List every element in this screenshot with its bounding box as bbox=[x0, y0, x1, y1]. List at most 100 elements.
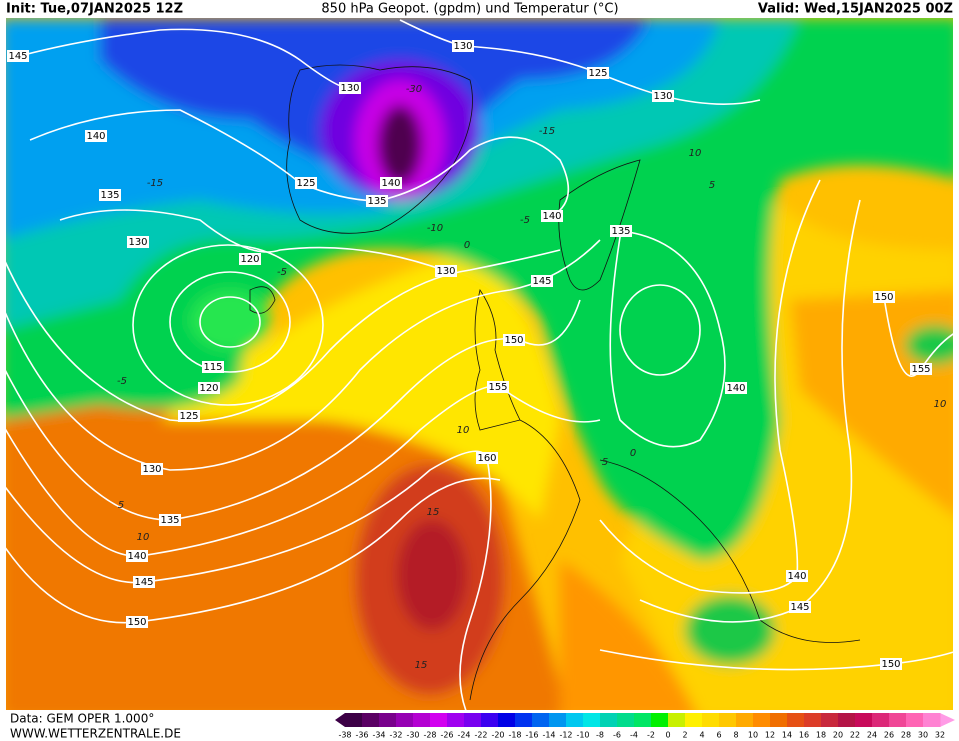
colorbar-bin bbox=[668, 713, 686, 727]
temperature-label: -5 bbox=[117, 376, 127, 387]
geopotential-label: 120 bbox=[240, 254, 259, 265]
geopotential-label: 130 bbox=[653, 91, 672, 102]
label-box bbox=[652, 90, 674, 102]
geopotential-label: 125 bbox=[588, 68, 607, 79]
geopotential-label: 145 bbox=[134, 577, 153, 588]
colorbar-label: -6 bbox=[613, 731, 621, 740]
colorbar-label: 16 bbox=[799, 731, 809, 740]
colorbar-label: -16 bbox=[525, 731, 538, 740]
colorbar-label: 22 bbox=[850, 731, 860, 740]
geopotential-label: 140 bbox=[542, 211, 561, 222]
colorbar-label: 24 bbox=[867, 731, 877, 740]
temperature-label: 10 bbox=[934, 399, 947, 410]
label-box bbox=[141, 463, 163, 475]
label-box bbox=[133, 576, 155, 588]
colorbar-bin bbox=[413, 713, 431, 727]
geopotential-label: 140 bbox=[381, 178, 400, 189]
colorbar-label: -28 bbox=[423, 731, 436, 740]
label-box bbox=[239, 253, 261, 265]
label-box bbox=[587, 67, 609, 79]
geopotential-label: 130 bbox=[340, 83, 359, 94]
colorbar-label: 14 bbox=[782, 731, 792, 740]
label-box bbox=[880, 658, 902, 670]
colorbar-bin bbox=[515, 713, 533, 727]
colorbar-label: 18 bbox=[816, 731, 826, 740]
colorbar-label: -4 bbox=[630, 731, 638, 740]
colorbar-bin bbox=[464, 713, 482, 727]
colorbar-bin bbox=[736, 713, 754, 727]
map-title: 850 hPa Geopot. (gpdm) und Temperatur (°… bbox=[321, 2, 618, 17]
geopotential-label: 150 bbox=[504, 335, 523, 346]
geopotential-label: 130 bbox=[128, 237, 147, 248]
colorbar-bin bbox=[702, 713, 720, 727]
geopotential-label: 155 bbox=[488, 382, 507, 393]
colorbar-label: -14 bbox=[542, 731, 555, 740]
temperature-label: -15 bbox=[539, 126, 555, 137]
temperature-label: 0 bbox=[630, 448, 636, 459]
colorbar-label: -2 bbox=[647, 731, 655, 740]
colorbar-label: -12 bbox=[559, 731, 572, 740]
colorbar-bin bbox=[583, 713, 601, 727]
label-box bbox=[910, 363, 932, 375]
colorbar-label: -34 bbox=[372, 731, 385, 740]
colorbar-label: -18 bbox=[508, 731, 521, 740]
init-time: Init: Tue,07JAN2025 12Z bbox=[6, 2, 183, 17]
colorbar-bin bbox=[770, 713, 788, 727]
geopotential-label: 140 bbox=[86, 131, 105, 142]
colorbar-label: 30 bbox=[918, 731, 928, 740]
geopotential-label: 130 bbox=[436, 266, 455, 277]
colorbar-bin bbox=[634, 713, 652, 727]
geopotential-label: 145 bbox=[790, 602, 809, 613]
colorbar: -38 -36 -34 -32 -30 -28 -26 -24 -22 -20 -18 -16 -14-… bbox=[335, 713, 955, 740]
geopotential-label: 145 bbox=[532, 276, 551, 287]
colorbar-bin bbox=[532, 713, 550, 727]
label-box bbox=[126, 550, 148, 562]
geopotential-label: 160 bbox=[477, 453, 496, 464]
colorbar-label: -32 bbox=[389, 731, 402, 740]
geopotential-label: 125 bbox=[296, 178, 315, 189]
label-box bbox=[541, 210, 563, 222]
label-box bbox=[725, 382, 747, 394]
temperature-label: 5 bbox=[709, 180, 715, 191]
colorbar-label: -38 bbox=[338, 731, 351, 740]
colorbar-bin bbox=[651, 713, 669, 727]
temperature-label: -10 bbox=[427, 223, 443, 234]
temperature-label: 5 bbox=[602, 457, 608, 468]
colorbar-arrow-high bbox=[940, 713, 955, 727]
colorbar-bin bbox=[447, 713, 465, 727]
geopotential-label-group: 1451401351301201151201251301351401451501… bbox=[7, 40, 932, 670]
geopotential-label: 130 bbox=[453, 41, 472, 52]
coastlines bbox=[249, 64, 861, 701]
temperature-label: -5 bbox=[277, 267, 287, 278]
geopotential-label: 115 bbox=[203, 362, 222, 373]
colorbar-label: -8 bbox=[596, 731, 604, 740]
label-box bbox=[452, 40, 474, 52]
colorbar-arrow-low bbox=[335, 713, 345, 727]
colorbar-bin bbox=[838, 713, 856, 727]
label-box bbox=[435, 265, 457, 277]
geopotential-label: 140 bbox=[787, 571, 806, 582]
colorbar-label: 0 bbox=[665, 731, 670, 740]
geopotential-label: 150 bbox=[127, 617, 146, 628]
colorbar-label: -10 bbox=[576, 731, 589, 740]
label-box bbox=[789, 601, 811, 613]
colorbar-label: -26 bbox=[440, 731, 453, 740]
colorbar-bin bbox=[923, 713, 941, 727]
colorbar-bin bbox=[481, 713, 499, 727]
colorbar-label: -22 bbox=[474, 731, 487, 740]
label-box bbox=[99, 189, 121, 201]
colorbar-bin bbox=[719, 713, 737, 727]
geopotential-label: 135 bbox=[367, 196, 386, 207]
colorbar-label: 26 bbox=[884, 731, 894, 740]
label-box bbox=[503, 334, 525, 346]
label-box bbox=[159, 514, 181, 526]
colorbar-label: -36 bbox=[355, 731, 368, 740]
temperature-label: -15 bbox=[147, 178, 163, 189]
label-box bbox=[873, 291, 895, 303]
label-box bbox=[610, 225, 632, 237]
geopotential-label: 125 bbox=[179, 411, 198, 422]
valid-time: Valid: Wed,15JAN2025 00Z bbox=[758, 2, 953, 17]
temperature-label: 15 bbox=[427, 507, 440, 518]
geopotential-label: 120 bbox=[199, 383, 218, 394]
